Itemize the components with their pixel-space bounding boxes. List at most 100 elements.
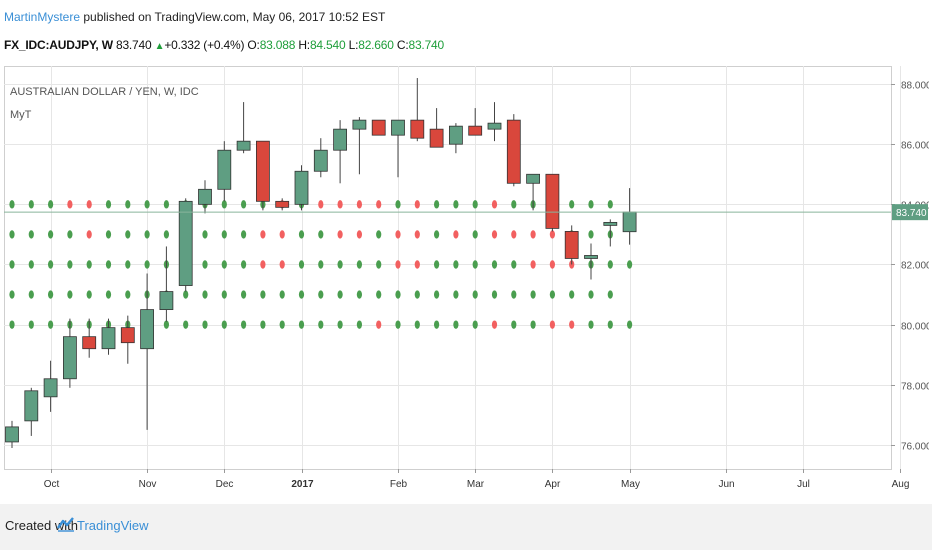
indicator-dot — [260, 260, 266, 269]
candle-body — [371, 119, 386, 136]
indicator-dot — [376, 290, 382, 299]
candle-body — [487, 122, 502, 130]
price-chart[interactable]: 76.00078.00080.00082.00084.00086.00088.0… — [4, 66, 932, 496]
indicator-dot — [125, 290, 131, 299]
chart-area[interactable]: 76.00078.00080.00082.00084.00086.00088.0… — [4, 66, 932, 496]
y-tick-label: 86.000 — [901, 141, 929, 152]
indicator-dot — [395, 200, 401, 209]
indicator-dot — [318, 200, 324, 209]
plot-border — [4, 66, 892, 470]
indicator-dot — [395, 290, 401, 299]
indicator-dot — [549, 320, 556, 329]
high-value: 84.540 — [309, 38, 346, 52]
candle-body — [410, 119, 425, 139]
indicator-dot — [241, 290, 247, 299]
indicator-dot — [144, 200, 150, 209]
indicator-dot — [607, 260, 613, 269]
indicator-dot — [472, 290, 478, 299]
indicator-dot — [298, 230, 305, 239]
indicator-dot — [453, 290, 459, 299]
indicator-dot — [491, 230, 498, 239]
indicator-dot — [588, 200, 594, 209]
indicator-dot — [48, 260, 54, 269]
indicator-dot — [607, 290, 613, 299]
indicator-dot — [627, 260, 633, 269]
indicator-dot — [337, 230, 343, 239]
indicator-dot — [125, 230, 131, 239]
indicator-dot — [241, 320, 247, 329]
indicator-dot — [144, 260, 150, 269]
indicator-dot — [434, 200, 440, 209]
indicator-dot — [9, 290, 15, 299]
candle-body — [603, 221, 618, 226]
indicator-dot — [491, 200, 498, 209]
x-tick-label: Jul — [797, 479, 810, 490]
change-value: +0.332 (+0.4%) — [164, 38, 245, 52]
indicator-dot — [28, 200, 34, 209]
indicator-dot — [48, 200, 54, 209]
candle-body — [506, 119, 521, 184]
indicator-dot — [376, 260, 382, 269]
author-link[interactable]: MartinMystere — [4, 10, 81, 24]
y-tick-label: 80.000 — [901, 322, 929, 333]
candle-body — [101, 327, 116, 350]
indicator-dot — [279, 230, 285, 239]
indicator-dot — [279, 320, 285, 329]
candle-body — [24, 390, 39, 422]
x-tick-label: Mar — [467, 479, 485, 490]
indicator-dot — [414, 260, 420, 269]
indicator-dot — [67, 260, 73, 269]
indicator-dot — [414, 200, 420, 209]
indicator-dot — [530, 260, 536, 269]
candle-body — [43, 378, 58, 398]
x-tick-label: 2017 — [291, 479, 314, 490]
indicator-dot — [588, 290, 594, 299]
x-tick-label: Apr — [545, 479, 561, 490]
indicator-dot — [376, 320, 382, 329]
candle-body — [82, 336, 97, 350]
candle-body — [352, 119, 367, 130]
indicator-dot — [86, 230, 92, 239]
indicator-dot — [569, 290, 575, 299]
indicator-name: MyT — [10, 109, 32, 121]
x-tick-label: Nov — [139, 479, 157, 490]
indicator-dot — [356, 200, 362, 209]
indicator-dot — [453, 320, 459, 329]
close-label: C: — [396, 38, 409, 52]
tradingview-brand[interactable]: TradingView — [77, 518, 149, 533]
current-price-label-bg — [892, 204, 928, 221]
indicator-dot — [356, 320, 362, 329]
indicator-dot — [511, 200, 517, 209]
indicator-dot — [298, 320, 305, 329]
y-tick-label: 88.000 — [901, 81, 929, 92]
ohlc-info: FX_IDC:AUDJPY, W 83.740 ▲+0.332 (+0.4%) … — [4, 38, 444, 52]
indicator-dot — [86, 260, 92, 269]
indicator-dot — [472, 200, 478, 209]
footer: Created with TradingView — [0, 504, 932, 550]
candle-body — [217, 149, 232, 190]
low-value: 82.660 — [358, 38, 394, 52]
candle-body — [622, 211, 637, 233]
candle-body — [178, 200, 193, 286]
indicator-dot — [607, 200, 613, 209]
indicator-dot — [395, 230, 401, 239]
candle-body — [429, 128, 444, 148]
indicator-dot — [202, 230, 208, 239]
indicator-dot — [318, 290, 324, 299]
indicator-dot — [279, 290, 285, 299]
created-with-text: Created with — [5, 518, 78, 533]
chart-header: MartinMystere published on TradingView.c… — [0, 0, 932, 62]
indicator-dot — [530, 290, 536, 299]
indicator-dot — [569, 320, 575, 329]
indicator-dot — [453, 230, 459, 239]
last-price: 83.740 — [115, 38, 152, 52]
indicator-dot — [67, 290, 73, 299]
indicator-dot — [549, 230, 556, 239]
x-tick-label: Aug — [892, 479, 910, 490]
candle-body — [526, 173, 540, 184]
tradingview-logo-icon[interactable] — [56, 514, 76, 534]
close-value: 83.740 — [408, 38, 444, 52]
x-tick-label: Oct — [44, 479, 60, 490]
indicator-dot — [163, 200, 169, 209]
indicator-dot — [472, 260, 478, 269]
